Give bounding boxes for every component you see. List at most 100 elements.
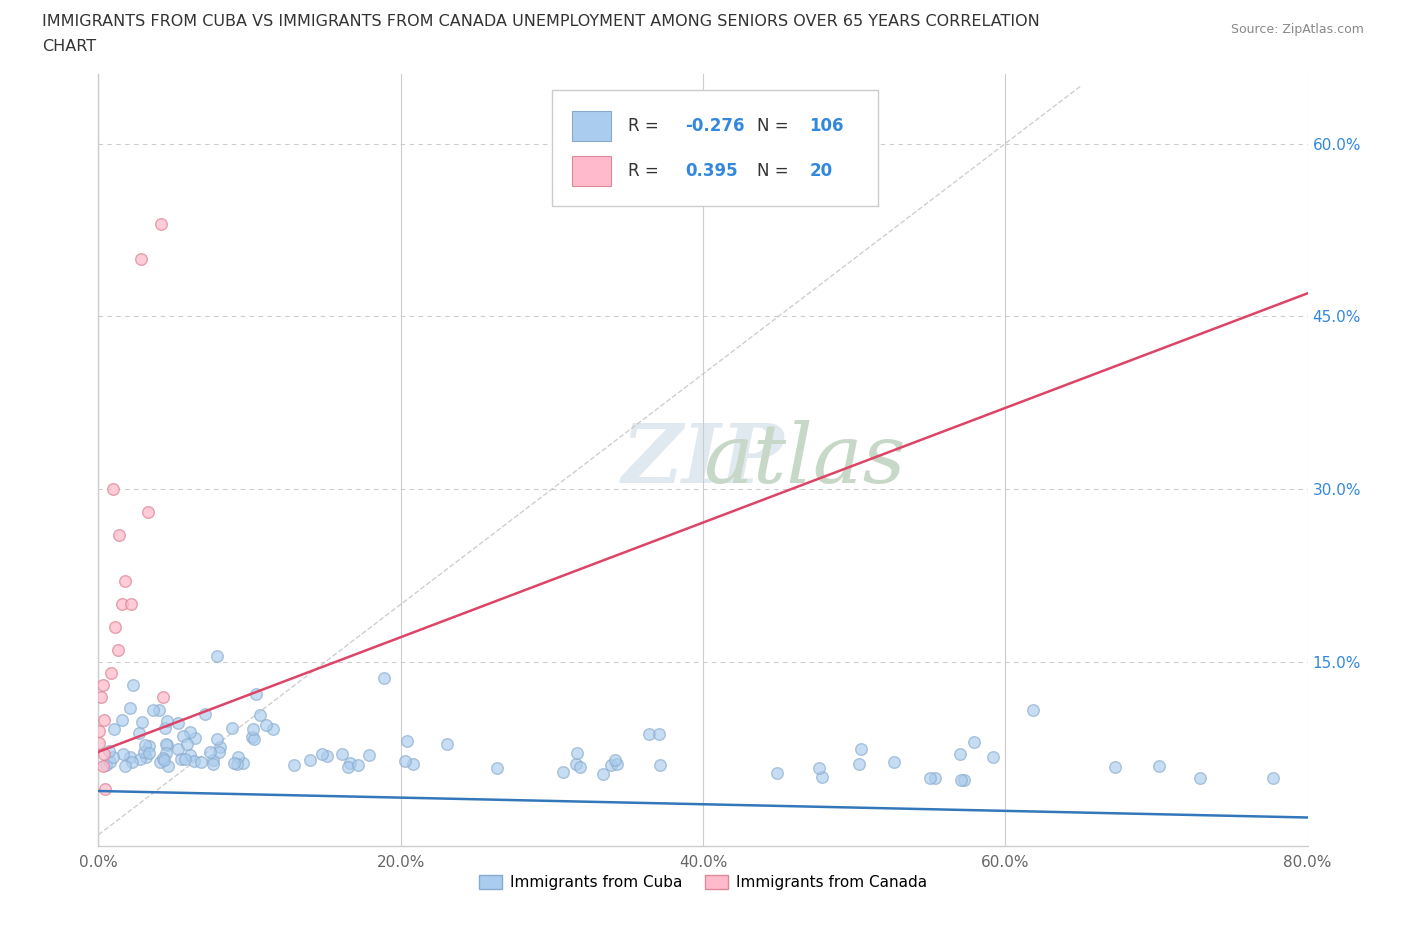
Point xyxy=(93,747,115,762)
Text: -0.276: -0.276 xyxy=(685,117,744,135)
FancyBboxPatch shape xyxy=(572,156,612,186)
Point xyxy=(811,770,834,785)
Point xyxy=(108,528,131,543)
Legend: Immigrants from Cuba, Immigrants from Canada: Immigrants from Cuba, Immigrants from Ca… xyxy=(474,870,932,897)
Point xyxy=(118,750,141,764)
Point xyxy=(131,714,153,729)
Point xyxy=(128,725,150,740)
Point xyxy=(201,752,224,767)
Point xyxy=(436,737,458,751)
Point xyxy=(1104,760,1126,775)
Point xyxy=(592,767,614,782)
Text: N =: N = xyxy=(758,117,794,135)
Point xyxy=(808,761,831,776)
Point xyxy=(149,754,172,769)
Point xyxy=(184,730,207,745)
Point xyxy=(91,758,114,773)
Point xyxy=(152,689,174,704)
Point xyxy=(254,718,277,733)
Point xyxy=(1022,702,1045,717)
Text: IMMIGRANTS FROM CUBA VS IMMIGRANTS FROM CANADA UNEMPLOYMENT AMONG SENIORS OVER 6: IMMIGRANTS FROM CUBA VS IMMIGRANTS FROM … xyxy=(42,14,1040,29)
Point xyxy=(111,747,134,762)
Point xyxy=(565,756,588,771)
Text: ZIP: ZIP xyxy=(621,420,785,500)
Text: R =: R = xyxy=(628,117,664,135)
Point xyxy=(243,732,266,747)
Point xyxy=(100,666,122,681)
Point xyxy=(402,756,425,771)
Point xyxy=(179,724,201,739)
Point xyxy=(225,757,247,772)
Point xyxy=(394,754,416,769)
Point xyxy=(107,643,129,658)
Point xyxy=(339,756,361,771)
Point xyxy=(157,759,180,774)
Text: 0.395: 0.395 xyxy=(685,162,738,179)
Point xyxy=(104,620,127,635)
Text: 20: 20 xyxy=(810,162,832,179)
Point xyxy=(242,722,264,737)
Point xyxy=(132,745,155,760)
Point xyxy=(359,747,381,762)
Point xyxy=(202,757,225,772)
Point xyxy=(299,752,322,767)
Text: R =: R = xyxy=(628,162,664,179)
Point xyxy=(153,720,176,735)
Point xyxy=(111,597,134,612)
Point xyxy=(120,597,142,612)
Point xyxy=(221,720,243,735)
Point xyxy=(198,744,221,759)
Point xyxy=(569,760,592,775)
Point xyxy=(395,734,418,749)
Point xyxy=(122,678,145,693)
Point xyxy=(347,758,370,773)
Point xyxy=(114,758,136,773)
Point xyxy=(848,757,870,772)
Point xyxy=(103,722,125,737)
Point xyxy=(148,702,170,717)
Point xyxy=(1261,770,1284,785)
Point xyxy=(121,755,143,770)
Point xyxy=(131,251,153,266)
Point xyxy=(136,505,159,520)
Point xyxy=(924,771,946,786)
Point xyxy=(166,741,188,756)
Point xyxy=(232,756,254,771)
Point xyxy=(138,738,160,753)
Point xyxy=(245,686,267,701)
Point xyxy=(94,781,117,796)
Point xyxy=(1149,758,1171,773)
Point xyxy=(138,746,160,761)
Point xyxy=(953,773,976,788)
Point xyxy=(155,713,177,728)
Point xyxy=(149,217,172,232)
Point xyxy=(205,649,228,664)
FancyBboxPatch shape xyxy=(572,112,612,140)
Point xyxy=(224,756,246,771)
Text: N =: N = xyxy=(758,162,794,179)
Point xyxy=(766,765,789,780)
Point xyxy=(209,739,232,754)
Point xyxy=(152,752,174,767)
Point xyxy=(101,482,124,497)
Point xyxy=(156,738,179,753)
Point xyxy=(205,731,228,746)
Point xyxy=(648,727,671,742)
Point xyxy=(170,752,193,767)
Point xyxy=(111,712,134,727)
Point xyxy=(208,745,231,760)
Text: 106: 106 xyxy=(810,117,844,135)
Point xyxy=(93,712,115,727)
Point xyxy=(118,700,141,715)
Point xyxy=(949,747,972,762)
Point xyxy=(152,751,174,765)
Point xyxy=(173,751,195,766)
Point xyxy=(179,748,201,763)
Point xyxy=(283,758,305,773)
Point xyxy=(918,771,941,786)
Point xyxy=(240,730,263,745)
Point xyxy=(129,751,152,766)
Point xyxy=(226,750,249,764)
Point xyxy=(567,746,589,761)
Point xyxy=(97,743,120,758)
